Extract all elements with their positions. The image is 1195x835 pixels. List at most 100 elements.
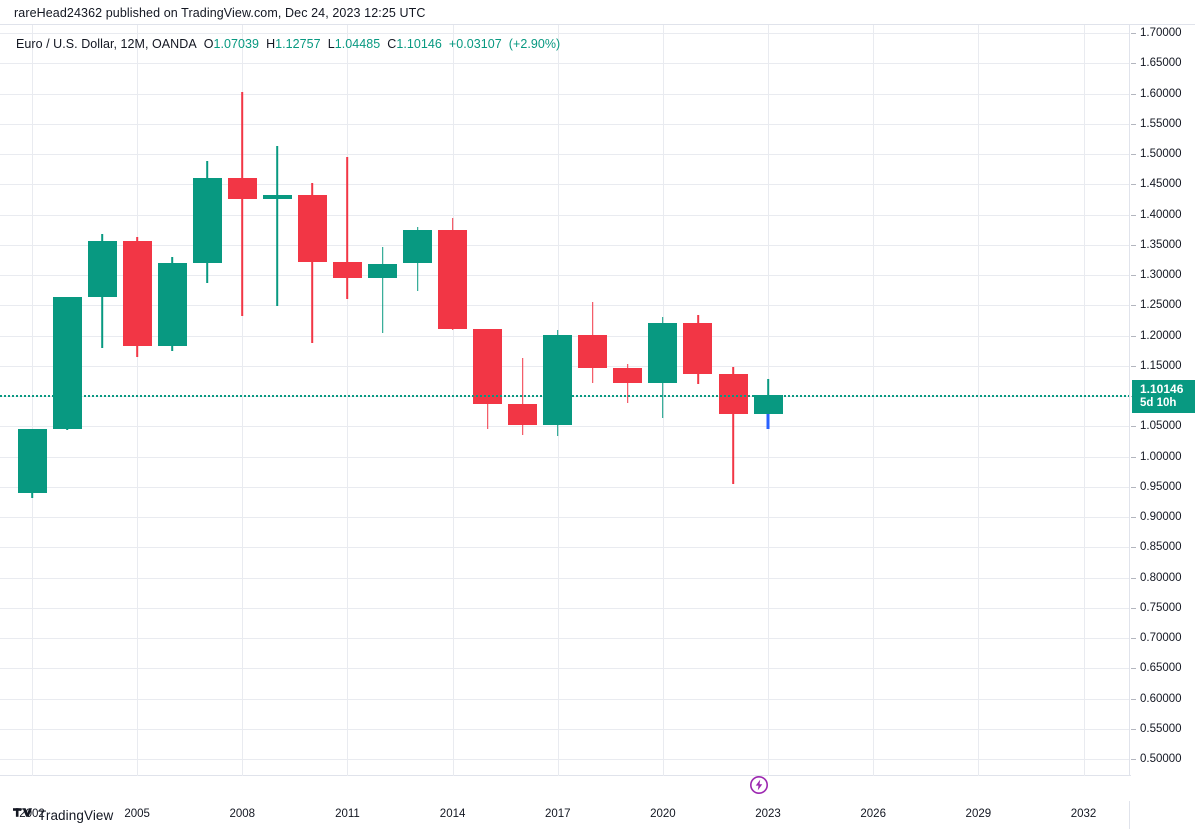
candle-body (157, 262, 187, 346)
candle-body (297, 194, 327, 262)
price-tick: 1.50000 (1131, 147, 1195, 161)
gridline-horizontal (0, 577, 1129, 579)
tradingview-logo-icon (13, 806, 32, 824)
tradingview-brand-text: TradingView (38, 807, 114, 823)
legend-open-value: 1.07039 (213, 37, 260, 51)
price-tick: 1.60000 (1131, 87, 1195, 101)
gridline-horizontal (0, 426, 1129, 428)
price-tick-dash (1131, 607, 1136, 609)
gridline-horizontal (0, 728, 1129, 730)
gridline-horizontal (0, 63, 1129, 65)
price-tick: 1.45000 (1131, 177, 1195, 191)
price-tick-label: 1.60000 (1140, 87, 1182, 100)
legend-high-label: H (266, 37, 276, 51)
price-tick-label: 1.05000 (1140, 420, 1182, 433)
price-tick-label: 0.65000 (1140, 662, 1182, 675)
candlestick[interactable] (403, 226, 433, 291)
price-tick: 0.60000 (1131, 692, 1195, 706)
candlestick[interactable] (543, 330, 573, 436)
price-tick-dash (1131, 668, 1136, 670)
gridline-horizontal (0, 607, 1129, 609)
price-tick: 1.70000 (1131, 26, 1195, 40)
price-tick-dash (1131, 244, 1136, 246)
gridline-horizontal (0, 244, 1129, 246)
legend-open-label: O (203, 37, 214, 51)
price-tick-label: 0.80000 (1140, 571, 1182, 584)
price-tick-label: 1.65000 (1140, 57, 1182, 70)
price-tick-dash (1131, 456, 1136, 458)
time-tick-label: 2005 (124, 808, 150, 820)
candle-body (192, 178, 222, 263)
candle-body (17, 428, 47, 493)
price-tick-dash (1131, 63, 1136, 65)
candlestick[interactable] (17, 428, 47, 498)
candle-body (613, 368, 643, 384)
candlestick[interactable] (192, 160, 222, 283)
candle-body (87, 241, 117, 298)
price-tick: 0.95000 (1131, 480, 1195, 494)
gridline-vertical (32, 25, 33, 776)
price-tick-dash (1131, 698, 1136, 700)
price-tick-dash (1131, 214, 1136, 216)
price-tick-label: 1.35000 (1140, 238, 1182, 251)
gridline-vertical (452, 25, 454, 776)
live-bar-wick (766, 413, 770, 430)
candlestick[interactable] (157, 256, 187, 352)
candlestick[interactable] (753, 379, 783, 430)
price-tick-dash (1131, 154, 1136, 155)
gridline-vertical (347, 25, 349, 776)
gridline-horizontal (0, 214, 1129, 216)
time-axis[interactable]: 2002 2005 2008 2011 2014 2017 2020 2023 2026 2029… (0, 801, 1130, 829)
candlestick[interactable] (368, 246, 397, 334)
current-price-line (0, 395, 1129, 398)
price-tick-dash (1131, 184, 1136, 186)
candle-wick (381, 246, 384, 334)
candlestick[interactable] (578, 302, 608, 384)
candlestick[interactable] (122, 237, 152, 358)
price-tick: 1.40000 (1131, 208, 1195, 222)
candlestick[interactable] (473, 329, 503, 429)
candle-body (438, 230, 468, 330)
price-tick: 1.30000 (1131, 268, 1195, 282)
candlestick[interactable] (438, 218, 468, 331)
candlestick[interactable] (87, 234, 117, 348)
price-tick: 1.35000 (1131, 238, 1195, 252)
gridline-vertical (1083, 25, 1085, 776)
gridline-horizontal (0, 668, 1129, 670)
price-tick-label: 1.50000 (1140, 148, 1182, 160)
price-tick-label: 1.25000 (1140, 299, 1182, 312)
gridline-horizontal (0, 33, 1129, 34)
candlestick[interactable] (613, 363, 643, 404)
price-tick-label: 1.70000 (1140, 27, 1182, 39)
price-axis[interactable]: 1.70000 1.65000 1.60000 1.55000 1.50000 1.450… (1131, 25, 1195, 776)
gridline-horizontal (0, 486, 1129, 488)
legend-high-value: 1.12757 (275, 37, 321, 51)
legend-low-value: 1.04485 (334, 37, 381, 51)
candlestick[interactable] (683, 314, 713, 384)
candle-body (543, 334, 573, 426)
candlestick[interactable] (262, 146, 292, 307)
gridline-horizontal (0, 275, 1129, 276)
price-tick-label: 1.55000 (1140, 117, 1182, 130)
gridline-vertical (137, 25, 139, 776)
time-tick-label: 2008 (229, 808, 256, 820)
lightning-bolt-icon[interactable] (749, 775, 769, 795)
candlestick[interactable] (648, 317, 678, 418)
candle-wick (31, 492, 33, 498)
candlestick[interactable] (297, 183, 327, 344)
candle-wick (732, 366, 734, 485)
chart-plot-area[interactable] (0, 25, 1130, 776)
legend-symbol[interactable]: Euro / U.S. Dollar, 12M, OANDA (16, 37, 197, 51)
candlestick[interactable] (718, 366, 748, 485)
price-tick-label: 1.00000 (1140, 450, 1182, 463)
candlestick[interactable] (332, 157, 362, 300)
candle-wick (627, 363, 629, 404)
price-tick-dash (1131, 33, 1136, 34)
gridline-horizontal (0, 93, 1129, 95)
candlestick[interactable] (227, 91, 257, 316)
candlestick[interactable] (52, 297, 82, 430)
candle-body (403, 230, 433, 264)
candle-wick (311, 183, 314, 344)
price-tick: 1.20000 (1131, 329, 1195, 343)
price-tick: 0.75000 (1131, 601, 1195, 615)
